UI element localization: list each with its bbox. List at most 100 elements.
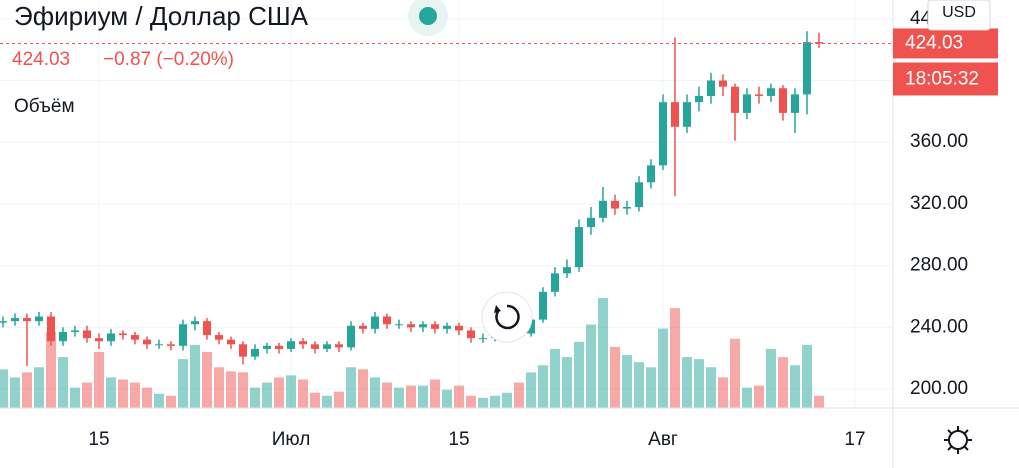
candle-body bbox=[107, 333, 115, 342]
candle-body bbox=[431, 324, 439, 329]
candle-body bbox=[623, 207, 631, 209]
candle-body bbox=[767, 88, 775, 96]
volume-bar bbox=[622, 355, 632, 408]
candle-body bbox=[719, 80, 727, 87]
x-tick-label: 17 bbox=[844, 429, 865, 450]
volume-bar bbox=[730, 338, 740, 408]
volume-bar bbox=[310, 392, 320, 408]
volume-bar bbox=[10, 377, 20, 408]
candle-body bbox=[455, 325, 463, 331]
candle-body bbox=[203, 321, 211, 336]
y-tick-label: 360.00 bbox=[910, 131, 968, 152]
candle-body bbox=[35, 316, 43, 322]
candle-body bbox=[23, 318, 31, 322]
candle-body bbox=[467, 330, 475, 339]
volume-bar bbox=[286, 375, 296, 408]
volume-bar bbox=[274, 377, 284, 408]
volume-bar bbox=[538, 365, 548, 408]
candle-body bbox=[539, 291, 547, 320]
volume-bar bbox=[790, 365, 800, 408]
volume-bar bbox=[658, 328, 668, 408]
y-tick-label: 280.00 bbox=[910, 255, 968, 276]
volume-bar bbox=[154, 393, 164, 408]
volume-bar bbox=[322, 395, 332, 408]
candle-body bbox=[671, 102, 679, 127]
volume-bar bbox=[634, 362, 644, 408]
candle-body bbox=[311, 344, 319, 349]
volume-bar bbox=[478, 397, 488, 408]
y-tick-label: 200.00 bbox=[910, 378, 968, 399]
volume-bar bbox=[418, 385, 428, 408]
candle-body bbox=[131, 335, 139, 340]
candle-body bbox=[215, 335, 223, 340]
refresh-circle[interactable] bbox=[481, 291, 533, 343]
candle-body bbox=[443, 325, 451, 329]
candle-body bbox=[167, 344, 175, 346]
price-change: −0.87 (−0.20%) bbox=[103, 49, 234, 70]
time-tag-label: 18:05:32 bbox=[905, 68, 979, 89]
candle-body bbox=[263, 345, 271, 349]
price-tag-label: 424.03 bbox=[905, 32, 963, 53]
currency: USD bbox=[942, 4, 976, 21]
volume-bar bbox=[706, 367, 716, 408]
candle-body bbox=[527, 319, 535, 334]
y-tick-label: 240.00 bbox=[910, 316, 968, 337]
volume-bar bbox=[250, 387, 260, 408]
candle-body bbox=[251, 348, 259, 357]
currency-box[interactable] bbox=[927, 0, 991, 31]
candle-body bbox=[563, 267, 571, 274]
volume-bar bbox=[718, 377, 728, 408]
candle-body bbox=[11, 318, 19, 322]
candle-body bbox=[635, 182, 643, 208]
price-tag bbox=[893, 28, 998, 59]
volume-bar bbox=[742, 387, 752, 408]
candle-body bbox=[587, 217, 595, 228]
volume-bar bbox=[406, 385, 416, 408]
settings-button[interactable] bbox=[944, 426, 972, 454]
gear-teeth bbox=[944, 426, 972, 454]
candle-body bbox=[815, 42, 823, 44]
candle-body bbox=[239, 344, 247, 357]
candle-body bbox=[179, 324, 187, 346]
candle-body bbox=[359, 325, 367, 329]
volume-bar bbox=[586, 324, 596, 408]
volume-bar bbox=[106, 377, 116, 408]
candle-body bbox=[599, 200, 607, 218]
candle-body bbox=[407, 324, 415, 328]
x-tick-label: 15 bbox=[88, 429, 109, 450]
candle-body bbox=[0, 321, 7, 323]
volume-bar bbox=[34, 367, 44, 408]
volume-bar bbox=[430, 379, 440, 408]
x-tick-label: Июл bbox=[272, 429, 311, 450]
volume-bar bbox=[370, 377, 380, 408]
volume-label: Объём bbox=[14, 96, 75, 117]
candle-body bbox=[755, 94, 763, 96]
volume-bar bbox=[22, 372, 32, 408]
volume-bar bbox=[46, 331, 56, 408]
volume-bar bbox=[346, 367, 356, 408]
volume-bar bbox=[166, 395, 176, 408]
refresh-icon bbox=[495, 304, 520, 330]
y-tick-label: 320.00 bbox=[910, 193, 968, 214]
volume-bar bbox=[442, 389, 452, 408]
refresh-button[interactable] bbox=[481, 291, 533, 343]
volume-bar bbox=[550, 348, 560, 408]
volume-bar bbox=[334, 391, 344, 408]
volume-bar bbox=[226, 371, 236, 408]
volume-bar bbox=[490, 395, 500, 408]
volume-bar bbox=[466, 395, 476, 408]
candle-body bbox=[323, 344, 331, 349]
candle-body bbox=[647, 165, 655, 183]
volume-bar bbox=[646, 367, 656, 408]
candle-body bbox=[95, 338, 103, 342]
candle-body bbox=[419, 324, 427, 328]
volume-bar bbox=[394, 387, 404, 408]
candle-body bbox=[191, 321, 199, 325]
volume-bar bbox=[82, 382, 92, 408]
volume-bar bbox=[514, 382, 524, 408]
candle-body bbox=[683, 102, 691, 127]
volume-bar bbox=[238, 372, 248, 408]
candle-body bbox=[371, 316, 379, 329]
x-tick-label: 15 bbox=[448, 429, 469, 450]
volume-bar bbox=[202, 351, 212, 408]
